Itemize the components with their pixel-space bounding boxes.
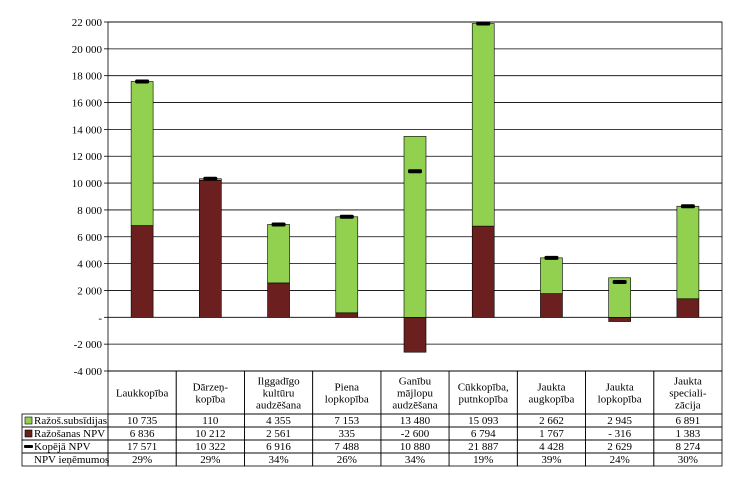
data-label: 4 428 xyxy=(539,441,564,453)
data-label: 15 093 xyxy=(468,415,499,427)
data-label: 2 629 xyxy=(607,441,632,453)
bar-npv xyxy=(540,293,563,318)
bar-subsidy xyxy=(335,216,359,314)
category-label: Ganību mājlopu audzēšana xyxy=(392,376,437,412)
legend-entry: NPV ieņēmumos xyxy=(34,454,109,466)
data-label: 26% xyxy=(337,454,357,466)
data-table: Laukkopība Dārzeņ-kopība Ilggadīgo kultūru a… xyxy=(21,370,723,467)
category-label: Piena lopkopība xyxy=(325,382,369,406)
category-label: Laukkopība xyxy=(116,388,169,400)
bar-npv xyxy=(471,225,495,318)
marker-total xyxy=(135,79,150,84)
marker-total xyxy=(680,204,695,209)
data-label: 8 274 xyxy=(676,441,701,453)
data-label: -2 600 xyxy=(401,428,430,440)
legend-entry: Ražošanas NPV xyxy=(34,428,105,440)
category-label: Jaukta augkopība xyxy=(529,382,575,406)
data-label: 10 880 xyxy=(400,441,431,453)
y-tick-label: 2 000 xyxy=(77,285,102,297)
data-label: 6 891 xyxy=(676,415,701,427)
data-label: 19% xyxy=(473,454,493,466)
bar-subsidy xyxy=(403,136,427,318)
data-label: 21 887 xyxy=(468,441,499,453)
bar-npv xyxy=(608,317,631,322)
category-label: Jaukta speciali-zācija xyxy=(669,376,707,412)
data-label: 6 836 xyxy=(130,428,155,440)
category-label: Jaukta lopkopība xyxy=(598,382,642,406)
y-tick-label: -4 000 xyxy=(74,366,103,378)
bar-subsidy xyxy=(267,224,290,284)
bar-npv xyxy=(403,317,427,353)
bar-npv xyxy=(676,298,700,318)
data-label: 10 322 xyxy=(195,441,225,453)
data-label: 17 571 xyxy=(127,441,157,453)
data-label: 34% xyxy=(405,454,425,466)
data-label: 2 561 xyxy=(266,428,291,440)
bars xyxy=(130,23,700,353)
marker-total xyxy=(271,222,286,227)
category-label: Cūkkopība, putnkopība xyxy=(458,382,509,406)
category-label: Dārzeņ-kopība xyxy=(193,382,229,406)
bar-npv xyxy=(335,312,359,318)
bar-npv xyxy=(130,225,154,318)
legend-entry: Ražoš.subsīdijas xyxy=(34,415,107,427)
y-tick-label: -2 000 xyxy=(74,339,103,351)
data-label: 2 945 xyxy=(607,415,632,427)
marker-total xyxy=(408,169,422,174)
data-label: 39% xyxy=(541,454,561,466)
data-label: 29% xyxy=(200,454,220,466)
bar-npv xyxy=(199,179,222,318)
legend-entry: Kopējā NPV xyxy=(34,441,91,453)
data-label: 1 767 xyxy=(539,428,564,440)
y-tick-label: 18 000 xyxy=(72,71,103,83)
y-tick-label: 6 000 xyxy=(77,232,102,244)
marker-total xyxy=(203,176,218,181)
y-tick-label: 4 000 xyxy=(77,259,102,271)
y-tick-label: 12 000 xyxy=(72,151,103,163)
total-markers xyxy=(135,21,695,285)
bar-subsidy xyxy=(471,23,495,227)
bar-subsidy xyxy=(540,257,563,294)
data-label: 1 383 xyxy=(676,428,701,440)
table-cell xyxy=(653,452,723,467)
marker-total xyxy=(339,214,354,219)
marker-total xyxy=(544,255,559,260)
y-tick-label: - xyxy=(98,312,102,324)
bar-subsidy xyxy=(608,277,631,318)
bar-subsidy xyxy=(676,205,700,300)
data-label: 2 662 xyxy=(539,415,564,427)
legend-swatch xyxy=(24,416,33,425)
y-tick-label: 20 000 xyxy=(72,44,103,56)
y-tick-label: 22 000 xyxy=(72,17,103,29)
data-label: 13 480 xyxy=(400,415,431,427)
data-label: - 316 xyxy=(608,428,631,440)
data-label: 4 355 xyxy=(266,415,291,427)
legend-swatch xyxy=(24,429,33,438)
data-label: 30% xyxy=(678,454,698,466)
category-label: Ilggadīgo kultūru audzēšana xyxy=(256,376,301,412)
data-label: 7 153 xyxy=(334,415,359,427)
marker-total xyxy=(476,21,491,26)
marker-total xyxy=(612,280,627,285)
y-tick-label: 10 000 xyxy=(72,178,103,190)
data-label: 6 794 xyxy=(471,428,496,440)
data-label: 6 916 xyxy=(266,441,291,453)
data-label: 10 735 xyxy=(127,415,158,427)
y-tick-label: 16 000 xyxy=(72,98,103,110)
data-label: 7 488 xyxy=(334,441,359,453)
data-label: 24% xyxy=(610,454,630,466)
data-label: 110 xyxy=(202,415,219,427)
bar-npv xyxy=(267,282,290,318)
y-tick-label: 8 000 xyxy=(77,205,102,217)
data-label: 29% xyxy=(132,454,152,466)
data-label: 335 xyxy=(339,428,356,440)
legend-swatch xyxy=(24,445,33,448)
data-label: 10 212 xyxy=(195,428,225,440)
bar-subsidy xyxy=(130,81,154,226)
data-label: 34% xyxy=(268,454,288,466)
y-tick-label: 14 000 xyxy=(72,124,103,136)
